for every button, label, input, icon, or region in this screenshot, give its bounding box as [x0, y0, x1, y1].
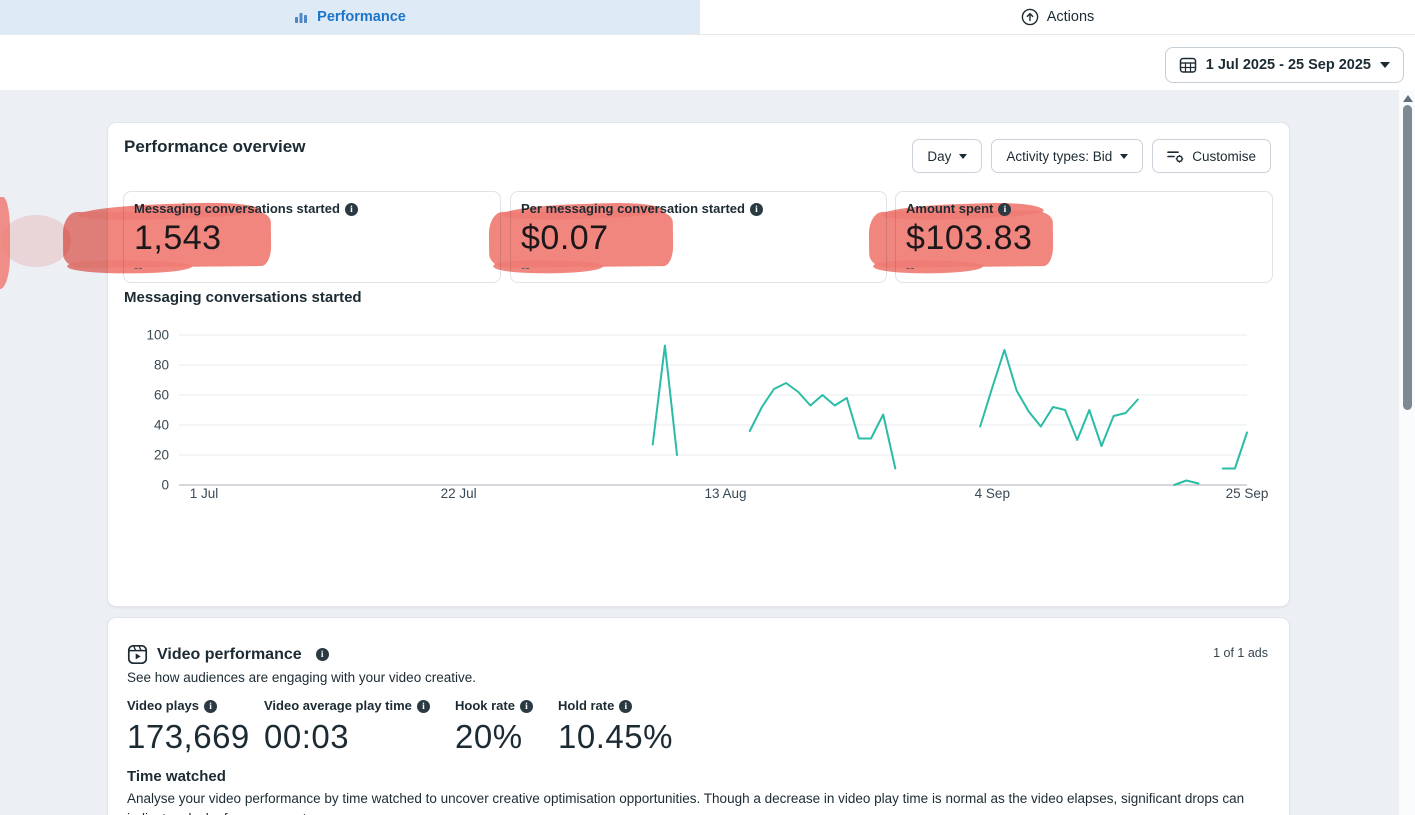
info-icon[interactable]: [204, 700, 218, 713]
bar-chart-icon: [295, 13, 308, 23]
chevron-down-icon: [959, 153, 968, 159]
video-metrics-row: Video plays 173,669 Video average play t…: [127, 698, 695, 756]
overview-title: Performance overview: [124, 137, 306, 156]
time-watched-description: Analyse your video performance by time w…: [127, 791, 1245, 815]
svg-text:0: 0: [161, 478, 169, 493]
arrow-up-circle-icon: [1021, 8, 1039, 26]
time-watched-title: Time watched: [127, 768, 226, 785]
stat-per-conversation-cost: Per messaging conversation started $0.07…: [510, 191, 887, 283]
svg-text:80: 80: [154, 358, 169, 373]
tab-actions[interactable]: Actions: [700, 0, 1415, 34]
ads-count: 1 of 1 ads: [1213, 646, 1268, 660]
stat-sub: --: [134, 260, 143, 275]
metric-average-play-time: Video average play time 00:03: [264, 698, 455, 756]
stat-messaging-conversations: Messaging conversations started 1,543 --: [123, 191, 501, 283]
chart-title: Messaging conversations started: [124, 289, 362, 306]
customise-label: Customise: [1192, 148, 1256, 164]
info-icon[interactable]: [519, 700, 533, 713]
video-reels-icon: [127, 644, 148, 665]
metric-hook-rate: Hook rate 20%: [455, 698, 558, 756]
svg-text:20: 20: [154, 448, 169, 463]
chevron-down-icon: [1120, 153, 1129, 159]
video-subtitle: See how audiences are engaging with your…: [127, 670, 476, 685]
svg-text:4 Sep: 4 Sep: [975, 486, 1010, 501]
svg-text:60: 60: [154, 388, 169, 403]
stat-label: Amount spent: [906, 201, 994, 216]
metric-value: 20%: [455, 718, 523, 755]
video-performance-title: Video performance: [157, 645, 302, 663]
vertical-scrollbar[interactable]: [1398, 90, 1415, 815]
metric-video-plays: Video plays 173,669: [127, 698, 264, 756]
info-icon[interactable]: [315, 648, 329, 661]
metric-value: 10.45%: [558, 718, 673, 755]
customise-icon: [1167, 150, 1184, 163]
stat-value: 1,543: [134, 219, 222, 257]
svg-text:22 Jul: 22 Jul: [441, 486, 477, 501]
metric-hold-rate: Hold rate 10.45%: [558, 698, 695, 756]
scrollbar-thumb[interactable]: [1402, 105, 1412, 410]
info-icon[interactable]: [749, 203, 763, 216]
stat-label: Per messaging conversation started: [521, 201, 745, 216]
tab-actions-label: Actions: [1046, 9, 1095, 25]
activity-types-label: Activity types: Bid: [1006, 148, 1113, 164]
svg-text:1 Jul: 1 Jul: [190, 486, 219, 501]
customise-button[interactable]: Customise: [1152, 139, 1271, 173]
scroll-up-arrow-icon[interactable]: [1403, 95, 1413, 102]
info-icon[interactable]: [998, 203, 1012, 216]
info-icon[interactable]: [416, 700, 430, 713]
metric-value: 173,669: [127, 718, 250, 755]
stat-value: $0.07: [521, 219, 609, 257]
video-performance-card: Video performance 1 of 1 ads See how aud…: [107, 617, 1290, 815]
day-dropdown[interactable]: Day: [912, 139, 983, 173]
stat-label: Messaging conversations started: [134, 201, 340, 216]
tab-performance[interactable]: Performance: [0, 0, 700, 34]
stat-amount-spent: Amount spent $103.83 --: [895, 191, 1273, 283]
date-range-picker[interactable]: 1 Jul 2025 - 25 Sep 2025: [1164, 47, 1404, 83]
svg-text:40: 40: [154, 418, 169, 433]
stat-sub: --: [906, 260, 915, 275]
metric-value: 00:03: [264, 718, 350, 755]
svg-text:13 Aug: 13 Aug: [704, 486, 746, 501]
activity-types-dropdown[interactable]: Activity types: Bid: [991, 139, 1144, 173]
tab-performance-label: Performance: [317, 9, 406, 25]
info-icon[interactable]: [619, 700, 633, 713]
overview-controls: Day Activity types: Bid Customise: [912, 139, 1271, 173]
day-dropdown-label: Day: [927, 148, 952, 164]
svg-text:25 Sep: 25 Sep: [1226, 486, 1269, 501]
top-tab-bar: Performance Actions: [0, 0, 1415, 35]
calendar-icon: [1179, 57, 1196, 73]
date-range-label: 1 Jul 2025 - 25 Sep 2025: [1205, 57, 1371, 73]
stat-value: $103.83: [906, 219, 1033, 257]
svg-text:100: 100: [146, 328, 169, 343]
messaging-conversations-line-chart[interactable]: 0 20 40 60 80 100 1 Jul 22 Jul 13 Aug 4 Sep 25 Sep: [108, 323, 1291, 513]
info-icon[interactable]: [344, 203, 358, 216]
stat-sub: --: [521, 260, 530, 275]
performance-overview-card: Performance overview Day Activity types:…: [1, 122, 1291, 607]
chevron-down-icon: [1380, 62, 1390, 68]
date-row: 1 Jul 2025 - 25 Sep 2025: [0, 36, 1415, 90]
